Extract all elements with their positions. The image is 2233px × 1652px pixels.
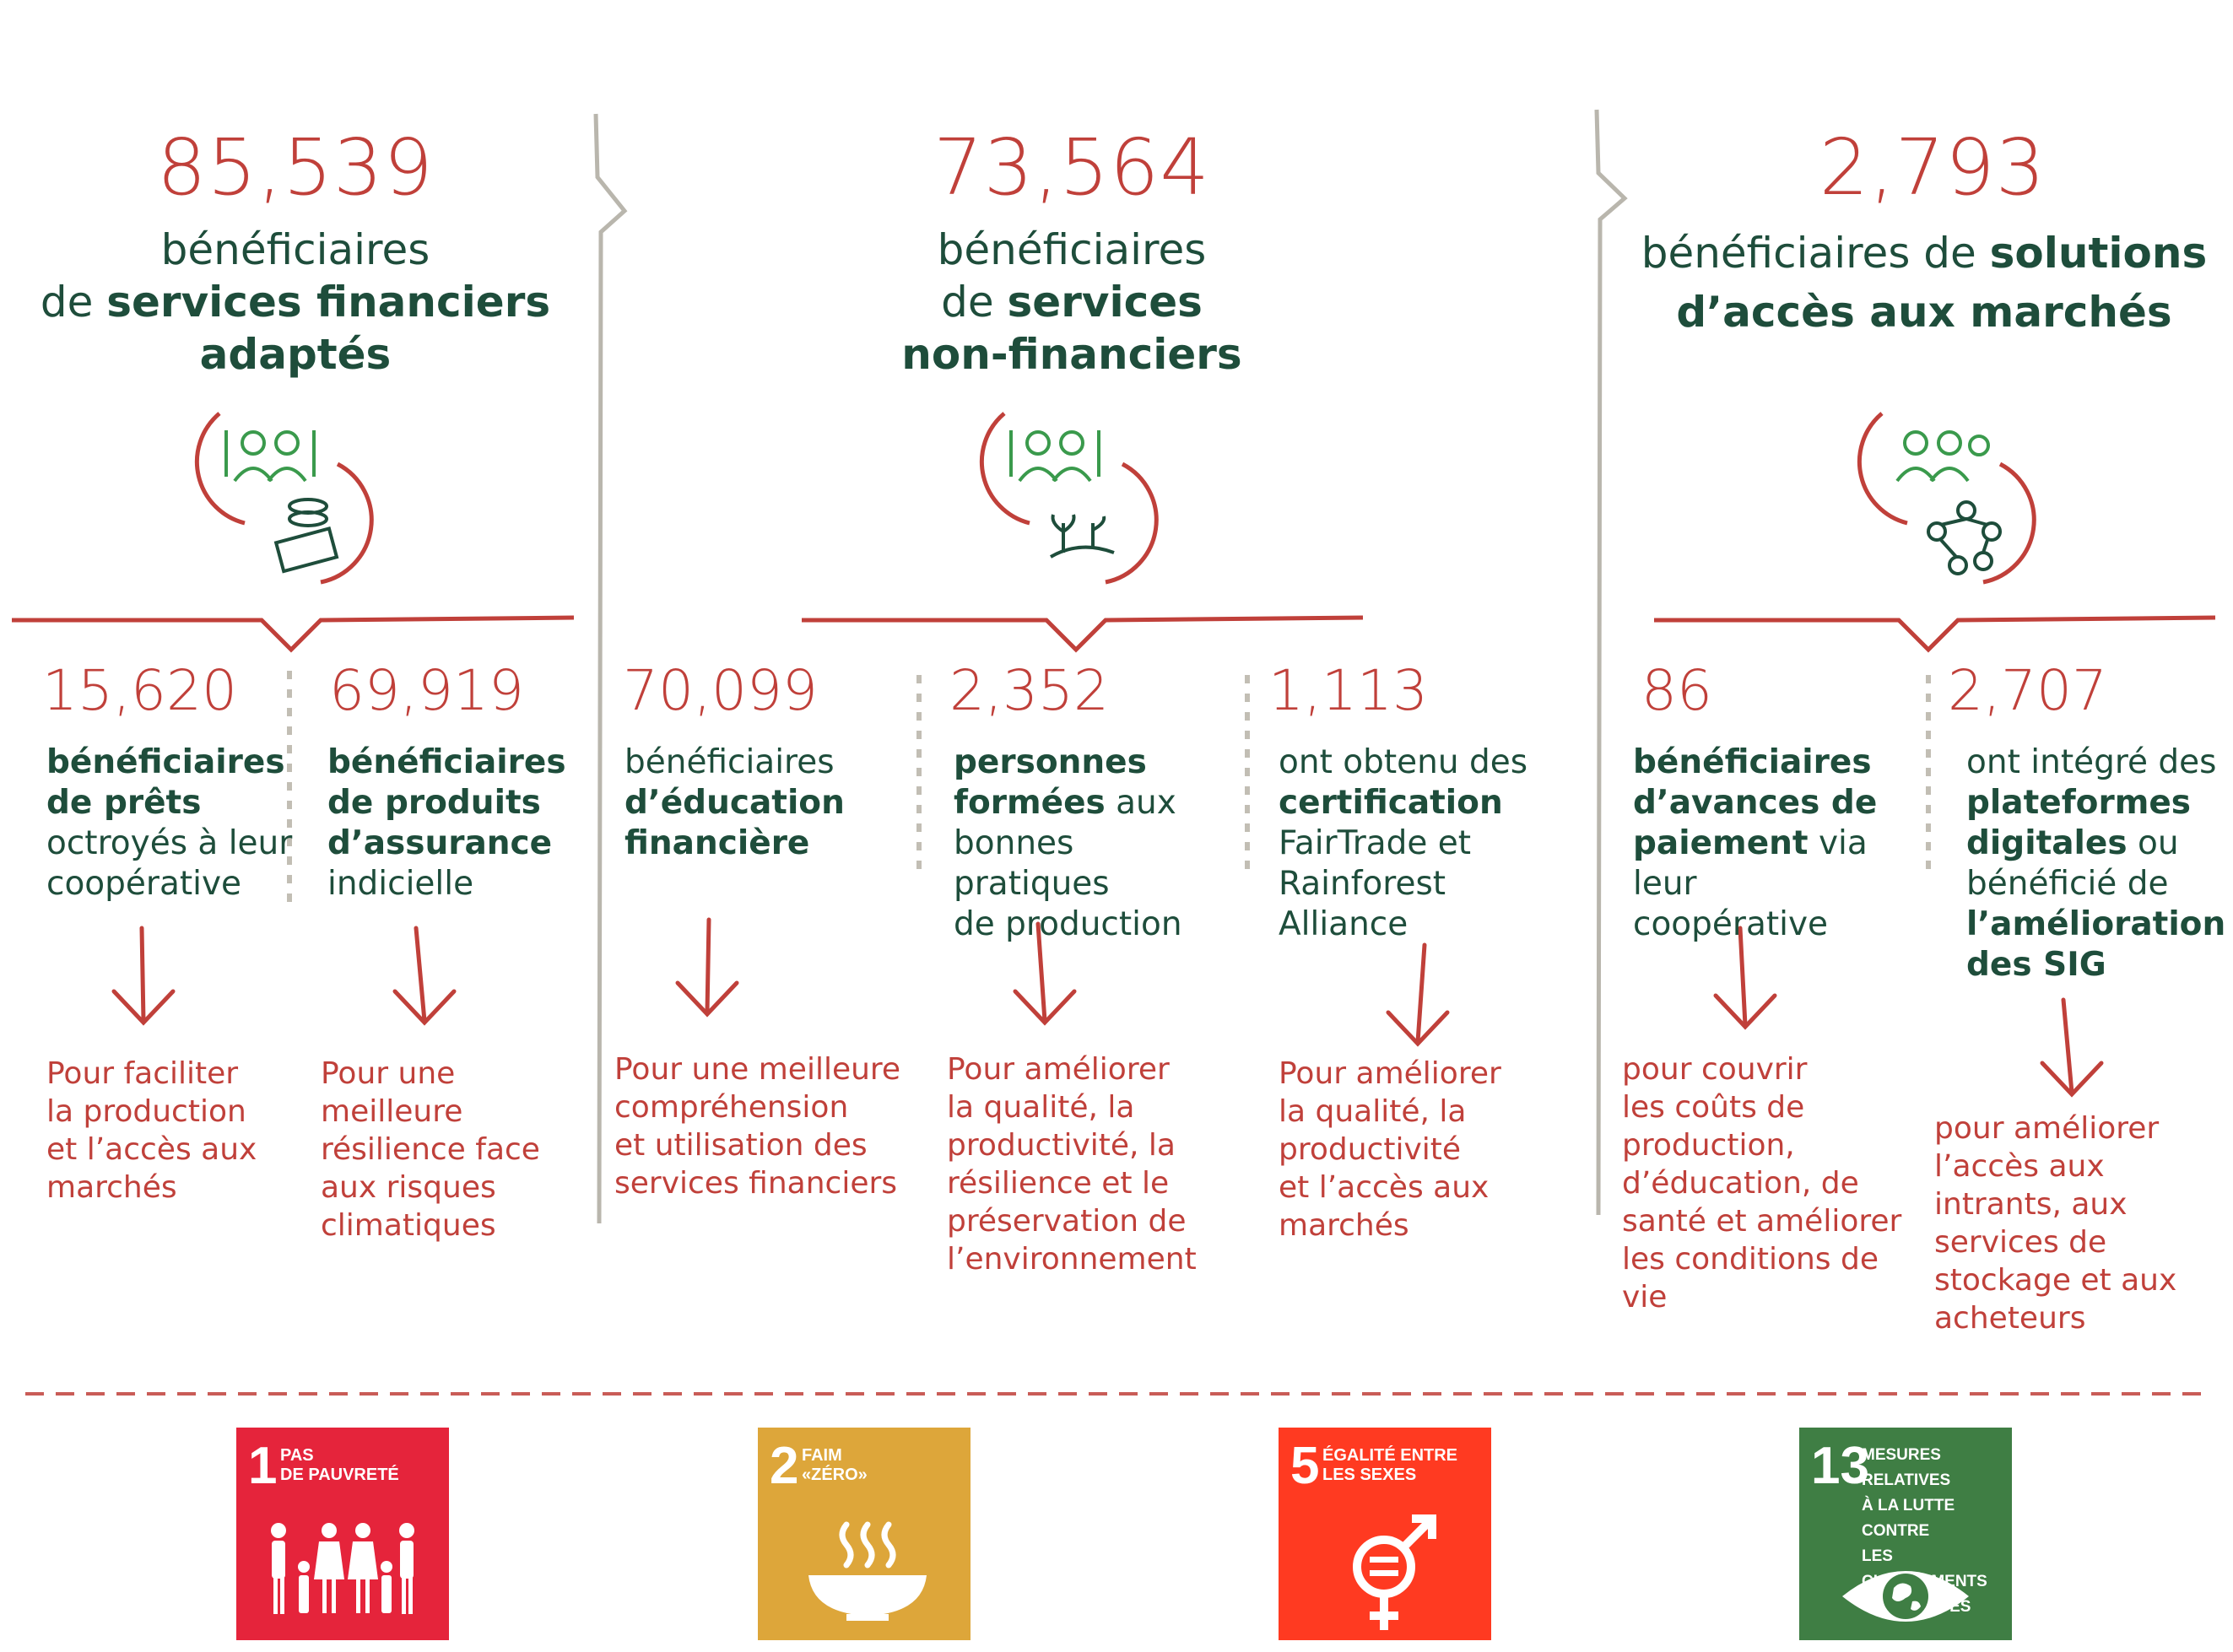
count-loans: 15,620 [42,658,237,723]
bracket-2 [802,615,1364,653]
gender-equality-icon [1353,1514,1436,1630]
outcome-payment-advances: pour couvrir les coûts de production, d’… [1622,1052,1902,1315]
outcome-financial-education: Pour une meilleure compréhension et util… [614,1052,901,1201]
eye-globe-icon [1842,1571,1969,1622]
count-payment-advances: 86 [1641,658,1712,723]
outcome-certification: Pour améliorer la qualité, la productivi… [1279,1056,1501,1243]
down-arrow-2 [392,926,457,1026]
outcome-digital-platforms: pour améliorer l’accès aux intrants, aux… [1934,1111,2177,1336]
outcome-insurance: Pour une meilleure résilience face aux r… [321,1056,540,1243]
sdg-2-tile: 2 FAIM «ZÉRO» [758,1428,971,1640]
count-digital-platforms: 2,707 [1948,658,2107,723]
total-market-access: 2,793 [1819,122,2046,213]
sdg-13-tile: 13 MESURES RELATIVES À LA LUTTE CONTRE LE… [1799,1428,2012,1640]
heading-non-financial-services: bénéficiaires de services non-financiers [901,225,1242,379]
down-arrow-5 [1386,942,1450,1047]
farmers-network-icon [1857,412,2036,585]
down-arrow-3 [675,917,739,1018]
down-arrow-4 [1013,921,1077,1026]
farmers-money-icon [194,412,374,585]
count-financial-education: 70,099 [623,658,818,723]
count-trained-people: 2,352 [949,658,1109,723]
sdg-1-tile: 1 PAS DE PAUVRETÉ [236,1428,449,1640]
heading-market-access: bénéficiaires de solutions d’accès aux m… [1641,229,2208,337]
bowl-icon [808,1521,927,1621]
family-icon [271,1523,414,1614]
bracket-1 [12,615,575,653]
separator-2 [1594,109,1628,1216]
desc-insurance: bénéficiaires de produits d’assurance in… [327,743,566,903]
count-certification: 1,113 [1268,658,1428,723]
down-arrow-1 [111,926,176,1026]
farmers-plants-icon [979,412,1159,585]
down-arrow-6 [1713,926,1777,1030]
desc-loans: bénéficiaires de prêts octroyés à leur c… [46,743,293,903]
total-financial-services: 85,539 [157,122,434,213]
desc-financial-education: bénéficiaires d’éducation financière [624,743,845,862]
desc-certification: ont obtenu des certification FairTrade e… [1279,743,1528,943]
heading-financial-services: bénéficiaires de services financiers ada… [40,225,551,379]
desc-digital-platforms: ont intégré des plateformes digitales ou… [1966,743,2226,984]
down-arrow-7 [2040,997,2104,1098]
count-insurance: 69,919 [329,658,524,723]
desc-payment-advances: bénéficiaires d’avances de paiement via … [1633,743,1878,943]
desc-trained-people: personnes formées aux bonnes pratiques d… [954,743,1182,943]
separator-1 [593,113,628,1224]
outcome-loans: Pour faciliter la production et l’accès … [46,1056,257,1205]
total-non-financial-services: 73,564 [933,122,1210,213]
bracket-3 [1654,615,2216,653]
sdg-5-tile: 5 ÉGALITÉ ENTRE LES SEXES [1279,1428,1491,1640]
outcome-trained-people: Pour améliorer la qualité, la productivi… [947,1052,1197,1277]
